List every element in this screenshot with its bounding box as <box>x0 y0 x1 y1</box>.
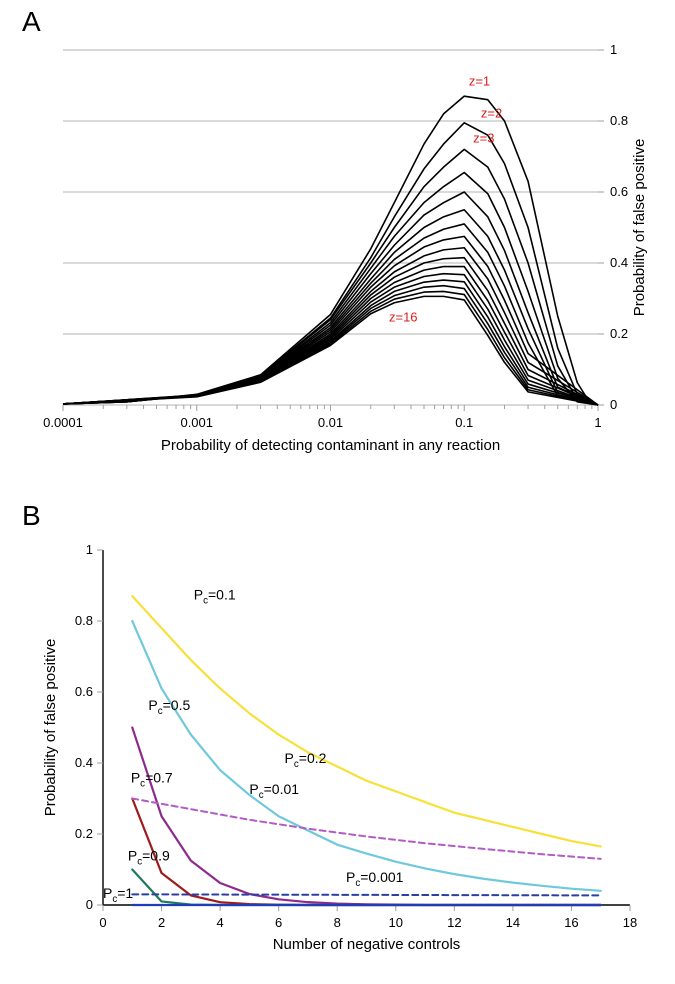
svg-text:0.01: 0.01 <box>318 415 343 430</box>
svg-text:0.001: 0.001 <box>180 415 213 430</box>
svg-text:0: 0 <box>610 397 617 412</box>
svg-text:0.2: 0.2 <box>75 826 93 841</box>
svg-text:0.0001: 0.0001 <box>43 415 83 430</box>
svg-text:z=1: z=1 <box>469 74 490 89</box>
svg-text:18: 18 <box>623 915 637 930</box>
panel-a-svg: 0.00010.0010.010.1100.20.40.60.81z=1z=2z… <box>35 35 650 465</box>
svg-text:0: 0 <box>99 915 106 930</box>
svg-text:0.6: 0.6 <box>75 684 93 699</box>
svg-text:z=16: z=16 <box>389 310 418 325</box>
svg-text:Probability of false positive: Probability of false positive <box>42 639 59 817</box>
svg-text:Probability of detecting conta: Probability of detecting contaminant in … <box>161 437 500 454</box>
panel-a-label: A <box>22 6 41 38</box>
svg-text:0.4: 0.4 <box>75 755 93 770</box>
svg-text:0: 0 <box>86 897 93 912</box>
svg-text:0.8: 0.8 <box>75 613 93 628</box>
svg-text:8: 8 <box>334 915 341 930</box>
svg-text:1: 1 <box>610 42 617 57</box>
panel-a: 0.00010.0010.010.1100.20.40.60.81z=1z=2z… <box>35 35 650 465</box>
svg-text:z=3: z=3 <box>473 130 494 145</box>
svg-text:14: 14 <box>506 915 520 930</box>
svg-text:0.6: 0.6 <box>610 184 628 199</box>
svg-text:1: 1 <box>86 542 93 557</box>
svg-text:0.2: 0.2 <box>610 326 628 341</box>
svg-text:z=2: z=2 <box>481 105 502 120</box>
svg-text:12: 12 <box>447 915 461 930</box>
svg-text:6: 6 <box>275 915 282 930</box>
svg-text:Number of negative controls: Number of negative controls <box>273 936 461 953</box>
svg-text:10: 10 <box>389 915 403 930</box>
panel-b-svg: 02468101214161800.20.40.60.81Pc=0.1Pc=0.… <box>35 540 650 960</box>
svg-text:0.8: 0.8 <box>610 113 628 128</box>
figure-container: A 0.00010.0010.010.1100.20.40.60.81z=1z=… <box>0 0 675 984</box>
svg-text:2: 2 <box>158 915 165 930</box>
panel-b-label: B <box>22 500 41 532</box>
svg-text:1: 1 <box>594 415 601 430</box>
svg-text:Probability of false positive: Probability of false positive <box>631 139 648 317</box>
panel-b: 02468101214161800.20.40.60.81Pc=0.1Pc=0.… <box>35 540 650 960</box>
svg-text:16: 16 <box>564 915 578 930</box>
svg-text:0.4: 0.4 <box>610 255 628 270</box>
svg-text:4: 4 <box>216 915 223 930</box>
svg-text:0.1: 0.1 <box>455 415 473 430</box>
